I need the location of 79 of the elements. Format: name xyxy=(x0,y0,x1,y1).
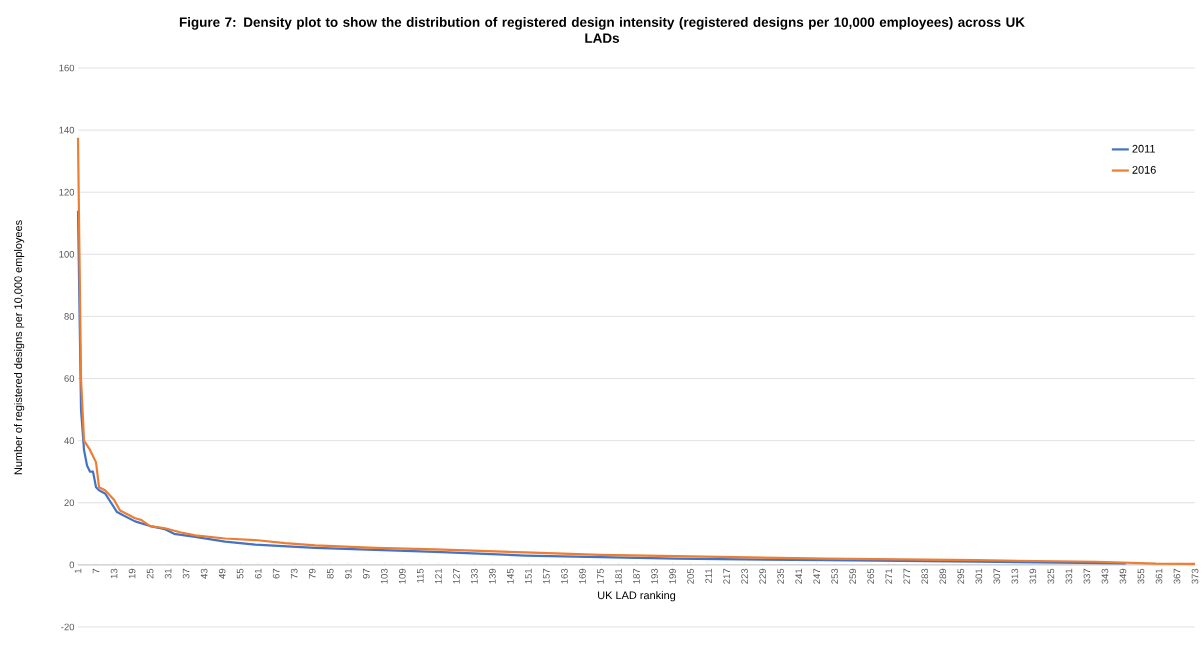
y-tick-label: 160 xyxy=(59,64,75,72)
x-tick-label: 7 xyxy=(92,568,100,574)
y-tick-label: 140 xyxy=(59,126,75,134)
x-tick-label: 241 xyxy=(795,568,802,584)
x-tick-label: 139 xyxy=(489,568,496,584)
x-tick-label: 19 xyxy=(128,568,136,579)
x-tick-label: 79 xyxy=(308,568,316,579)
x-tick-label: 151 xyxy=(525,568,532,584)
x-tick-label: 265 xyxy=(867,568,875,584)
y-tick-label: 0 xyxy=(69,561,75,569)
x-tick-label: 361 xyxy=(1155,568,1163,584)
x-tick-label: 25 xyxy=(146,568,154,579)
chart-title: Figure 7: Density plot to show the distribution of registered design intensity (registered designs per 10,000 employees) across UK LADs xyxy=(179,17,1025,43)
y-tick-label: 100 xyxy=(59,250,75,258)
x-tick-label: 145 xyxy=(507,568,514,584)
y-tick-label: 40 xyxy=(64,437,75,444)
x-tick-label: 31 xyxy=(164,568,172,579)
x-tick-label: 97 xyxy=(362,568,370,579)
x-tick-label: 37 xyxy=(182,568,190,579)
x-tick-label: 259 xyxy=(849,568,857,584)
legend-label: 2016 xyxy=(1132,165,1156,174)
x-tick-label: 103 xyxy=(380,568,388,584)
x-tick-label: 367 xyxy=(1173,568,1181,584)
x-tick-label: 85 xyxy=(326,568,334,579)
x-tick-label: 313 xyxy=(1011,568,1019,584)
legend-label: 2011 xyxy=(1132,144,1155,153)
y-tick-label: -20 xyxy=(61,623,75,631)
y-tick-label: 120 xyxy=(59,188,75,196)
y-tick-label: 60 xyxy=(64,375,75,382)
x-tick-label: 121 xyxy=(435,568,442,584)
x-tick-label: 205 xyxy=(687,568,694,584)
x-tick-label: 229 xyxy=(759,568,766,584)
x-tick-label: 271 xyxy=(885,568,893,584)
x-tick-label: 1 xyxy=(74,568,82,573)
x-tick-label: 193 xyxy=(651,568,658,584)
x-tick-label: 163 xyxy=(561,568,568,584)
x-tick-label: 169 xyxy=(579,568,586,584)
x-tick-label: 73 xyxy=(290,568,298,579)
x-tick-label: 343 xyxy=(1101,568,1109,584)
x-tick-label: 349 xyxy=(1119,568,1127,584)
x-tick-label: 253 xyxy=(831,568,839,584)
x-tick-label: 175 xyxy=(597,568,604,584)
x-tick-label: 211 xyxy=(705,568,712,584)
x-tick-label: 223 xyxy=(741,568,748,584)
x-tick-label: 373 xyxy=(1191,568,1199,584)
x-tick-label: 295 xyxy=(957,568,965,584)
x-tick-label: 289 xyxy=(939,568,947,584)
x-tick-label: 331 xyxy=(1065,568,1073,584)
x-tick-label: 55 xyxy=(236,568,244,579)
x-tick-label: 157 xyxy=(543,568,550,584)
x-tick-label: 187 xyxy=(633,568,640,584)
x-tick-label: 235 xyxy=(777,568,784,584)
y-tick-label: 20 xyxy=(64,499,75,507)
x-tick-label: 283 xyxy=(921,568,929,584)
x-tick-label: 217 xyxy=(723,568,730,584)
y-axis-title: Number of registered designs per 10,000 employees xyxy=(14,220,25,475)
x-tick-label: 181 xyxy=(615,568,622,584)
x-tick-label: 337 xyxy=(1083,568,1091,584)
x-tick-label: 307 xyxy=(993,568,1001,584)
x-tick-label: 13 xyxy=(110,568,118,579)
x-tick-label: 43 xyxy=(200,568,208,579)
x-tick-label: 61 xyxy=(254,568,262,579)
x-tick-label: 319 xyxy=(1029,568,1037,584)
x-tick-label: 133 xyxy=(471,568,478,584)
x-tick-label: 355 xyxy=(1137,568,1145,584)
x-tick-label: 91 xyxy=(344,568,352,579)
x-tick-label: 115 xyxy=(417,568,424,583)
x-tick-label: 247 xyxy=(813,568,820,584)
x-axis-title: UK LAD ranking xyxy=(598,591,676,602)
x-tick-label: 199 xyxy=(669,568,676,584)
x-tick-label: 325 xyxy=(1047,568,1055,584)
x-tick-label: 301 xyxy=(975,568,983,584)
x-tick-label: 277 xyxy=(903,568,911,584)
x-tick-label: 127 xyxy=(453,568,460,584)
line-series xyxy=(76,136,1197,566)
x-tick-label: 49 xyxy=(218,568,226,579)
y-tick-label: 80 xyxy=(64,313,75,320)
x-tick-label: 109 xyxy=(398,568,406,584)
x-tick-label: 67 xyxy=(272,568,280,579)
